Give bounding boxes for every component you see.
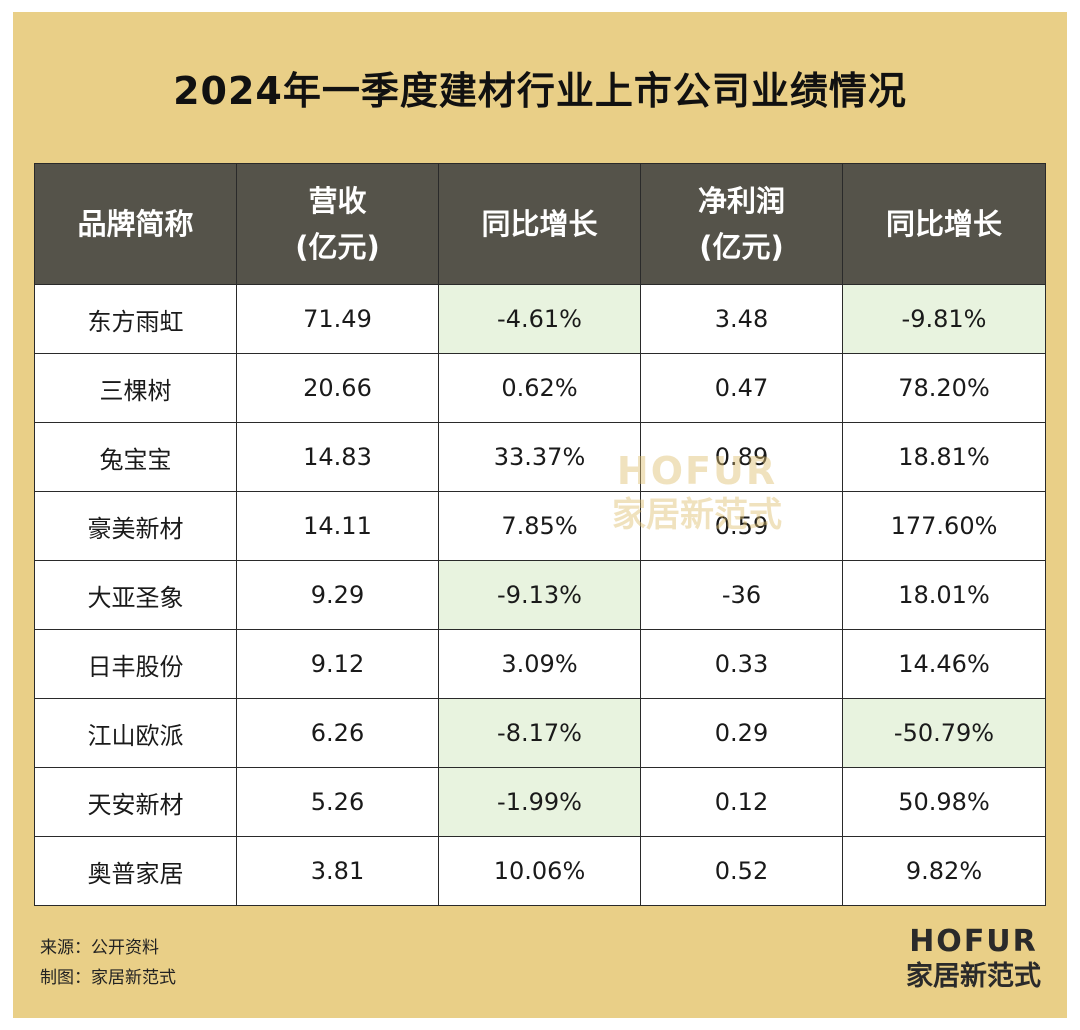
footer: 来源：公开资料 制图：家居新范式	[40, 933, 176, 993]
cell-brand: 日丰股份	[34, 629, 237, 699]
chart-title: 2024年一季度建材行业上市公司业绩情况	[173, 69, 907, 113]
cell-profit: 0.47	[640, 353, 843, 423]
cell-profit-yoy: 78.20%	[842, 353, 1046, 423]
cell-profit-yoy: 18.01%	[842, 560, 1046, 630]
cell-profit-yoy: 50.98%	[842, 767, 1046, 837]
cell-profit-yoy: -50.79%	[842, 698, 1046, 768]
cell-profit: 0.59	[640, 491, 843, 561]
cell-revenue-yoy: 7.85%	[438, 491, 641, 561]
cell-revenue-yoy: 0.62%	[438, 353, 641, 423]
table-row: 大亚圣象 9.29 -9.13% -36 18.01%	[34, 560, 1046, 630]
table-row: 东方雨虹 71.49 -4.61% 3.48 -9.81%	[34, 284, 1046, 354]
cell-revenue-yoy: -1.99%	[438, 767, 641, 837]
table-row: 三棵树 20.66 0.62% 0.47 78.20%	[34, 353, 1046, 423]
source-note: 来源：公开资料	[40, 938, 159, 958]
cell-revenue: 3.81	[236, 836, 439, 906]
cell-revenue: 9.29	[236, 560, 439, 630]
cell-profit: 0.33	[640, 629, 843, 699]
credit-note: 制图：家居新范式	[40, 968, 176, 988]
table-row: 兔宝宝 14.83 33.37% 0.89 18.81%	[34, 422, 1046, 492]
header-brand: 品牌简称	[34, 163, 237, 285]
cell-revenue: 20.66	[236, 353, 439, 423]
cell-brand: 江山欧派	[34, 698, 237, 768]
table-row: 江山欧派 6.26 -8.17% 0.29 -50.79%	[34, 698, 1046, 768]
logo-en: HOFUR	[909, 924, 1038, 959]
logo-cn: 家居新范式	[906, 961, 1041, 992]
cell-revenue: 71.49	[236, 284, 439, 354]
brand-logo: HOFUR 家居新范式	[906, 925, 1041, 995]
cell-revenue-yoy: -9.13%	[438, 560, 641, 630]
header-profit-yoy: 同比增长	[842, 163, 1046, 285]
cell-brand: 三棵树	[34, 353, 237, 423]
cell-profit-yoy: -9.81%	[842, 284, 1046, 354]
table-row: 奥普家居 3.81 10.06% 0.52 9.82%	[34, 836, 1046, 906]
cell-profit-yoy: 18.81%	[842, 422, 1046, 492]
cell-revenue: 6.26	[236, 698, 439, 768]
cell-revenue-yoy: 10.06%	[438, 836, 641, 906]
cell-revenue-yoy: -4.61%	[438, 284, 641, 354]
cell-brand: 豪美新材	[34, 491, 237, 561]
table-row: 豪美新材 14.11 7.85% 0.59 177.60%	[34, 491, 1046, 561]
cell-profit: 0.52	[640, 836, 843, 906]
header-revenue-yoy: 同比增长	[438, 163, 641, 285]
cell-brand: 兔宝宝	[34, 422, 237, 492]
table-body: 东方雨虹 71.49 -4.61% 3.48 -9.81% 三棵树 20.66 0.62% 0.…	[34, 284, 1046, 906]
table-row: 天安新材 5.26 -1.99% 0.12 50.98%	[34, 767, 1046, 837]
cell-profit-yoy: 177.60%	[842, 491, 1046, 561]
cell-brand: 东方雨虹	[34, 284, 237, 354]
cell-revenue: 5.26	[236, 767, 439, 837]
cell-profit: 0.29	[640, 698, 843, 768]
cell-profit: -36	[640, 560, 843, 630]
cell-revenue: 14.11	[236, 491, 439, 561]
cell-revenue: 14.83	[236, 422, 439, 492]
cell-brand: 大亚圣象	[34, 560, 237, 630]
cell-revenue-yoy: 3.09%	[438, 629, 641, 699]
cell-profit: 0.89	[640, 422, 843, 492]
cell-revenue: 9.12	[236, 629, 439, 699]
cell-revenue-yoy: 33.37%	[438, 422, 641, 492]
header-profit: 净利润 (亿元)	[640, 163, 843, 285]
cell-profit: 3.48	[640, 284, 843, 354]
cell-revenue-yoy: -8.17%	[438, 698, 641, 768]
header-revenue: 营收 (亿元)	[236, 163, 439, 285]
performance-table: 品牌简称 营收 (亿元) 同比增长 净利润 (亿元) 同比增长 东方雨虹 71.4…	[34, 163, 1046, 906]
cell-brand: 天安新材	[34, 767, 237, 837]
table-row: 日丰股份 9.12 3.09% 0.33 14.46%	[34, 629, 1046, 699]
cell-profit-yoy: 14.46%	[842, 629, 1046, 699]
table-header-row: 品牌简称 营收 (亿元) 同比增长 净利润 (亿元) 同比增长	[34, 163, 1046, 285]
cell-profit-yoy: 9.82%	[842, 836, 1046, 906]
cell-brand: 奥普家居	[34, 836, 237, 906]
cell-profit: 0.12	[640, 767, 843, 837]
